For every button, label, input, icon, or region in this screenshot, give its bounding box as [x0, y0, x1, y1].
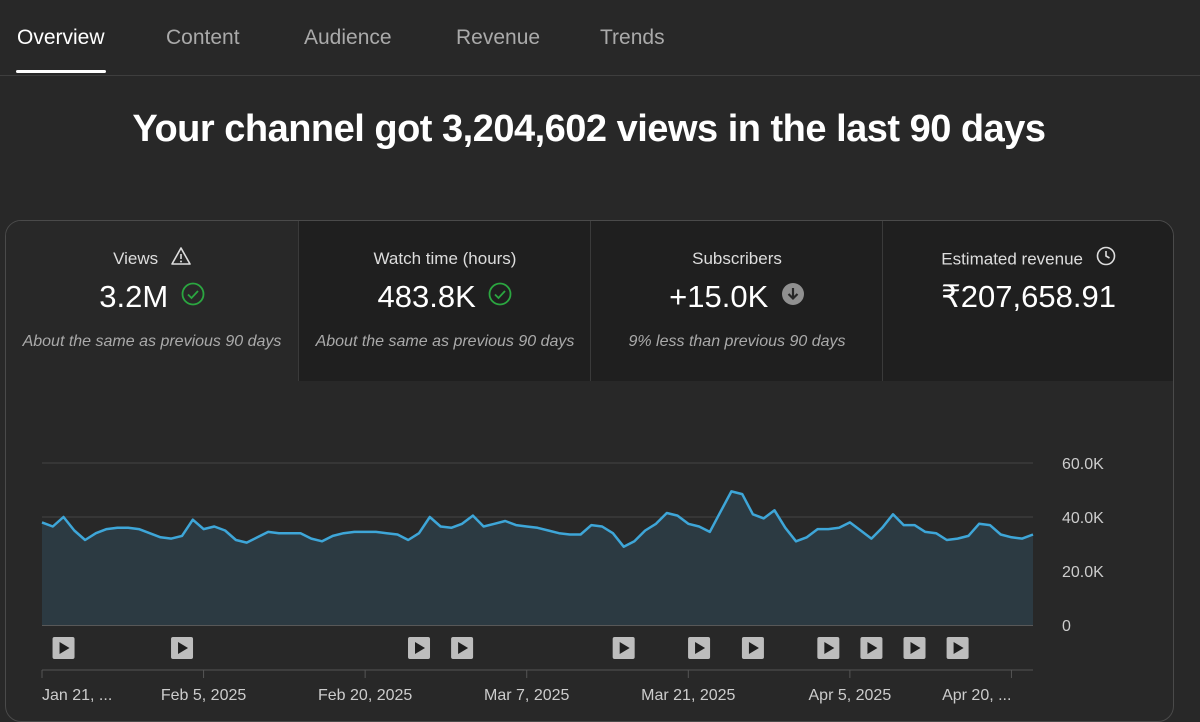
x-tick-label: Feb 5, 2025 — [161, 687, 247, 704]
tab-content[interactable]: Content — [166, 26, 240, 49]
video-markers — [52, 637, 969, 659]
x-tick-label: Apr 5, 2025 — [809, 687, 892, 704]
metric-tiles: Views 3.2M About the same as previous 90… — [6, 221, 1173, 381]
metric-revenue-label: Estimated revenue — [941, 249, 1083, 269]
video-marker-play-icon[interactable] — [741, 637, 764, 659]
views-chart: 0 20.0K 40.0K 60.0K Jan 21, ... Feb 5, 2025 F… — [41, 456, 1104, 704]
x-axis-labels: Jan 21, ... Feb 5, 2025 Feb 20, 2025 Mar 7,… — [41, 670, 1012, 704]
y-tick-label: 40.0K — [1062, 510, 1104, 527]
clock-icon[interactable] — [1096, 246, 1116, 271]
metric-subscribers[interactable]: Subscribers +15.0K 9% less than previous… — [590, 221, 883, 381]
video-marker-play-icon[interactable] — [451, 637, 474, 659]
video-marker-play-icon[interactable] — [688, 637, 711, 659]
video-marker-play-icon[interactable] — [946, 637, 969, 659]
metric-subscribers-value: +15.0K — [669, 279, 769, 314]
metric-views-label: Views — [113, 249, 159, 268]
metric-subscribers-comparison: 9% less than previous 90 days — [628, 333, 846, 350]
check-circle-icon — [181, 278, 205, 314]
arrow-down-circle-icon — [781, 278, 805, 314]
video-marker-play-icon[interactable] — [860, 637, 883, 659]
y-axis-labels: 0 20.0K 40.0K 60.0K — [1062, 456, 1104, 635]
tab-bar: Overview Content Audience Revenue Trends — [0, 0, 1200, 76]
chart-area-fill — [42, 491, 1033, 625]
metric-views-value: 3.2M — [99, 279, 169, 314]
video-marker-play-icon[interactable] — [817, 637, 840, 659]
chart-series-line — [41, 490, 1034, 548]
video-marker-play-icon[interactable] — [171, 637, 194, 659]
warning-icon[interactable] — [171, 246, 191, 270]
metric-subscribers-label: Subscribers — [692, 249, 782, 268]
tab-revenue[interactable]: Revenue — [456, 26, 541, 49]
metric-revenue-value: ₹207,658.91 — [941, 279, 1116, 314]
y-tick-label: 0 — [1062, 618, 1071, 635]
x-tick-label: Jan 21, ... — [42, 687, 112, 704]
metric-watch-time-comparison: About the same as previous 90 days — [315, 333, 575, 350]
metric-watch-time-label: Watch time (hours) — [373, 249, 517, 268]
x-tick-label: Mar 7, 2025 — [484, 687, 569, 704]
check-circle-icon — [488, 278, 512, 314]
tab-overview[interactable]: Overview — [17, 26, 105, 49]
analytics-card: Views 3.2M About the same as previous 90… — [5, 220, 1174, 722]
video-marker-play-icon[interactable] — [408, 637, 431, 659]
x-tick-label: Feb 20, 2025 — [318, 687, 412, 704]
active-tab-indicator — [16, 70, 106, 73]
metric-estimated-revenue[interactable]: Estimated revenue ₹207,658.91 — [882, 221, 1173, 381]
tab-audience[interactable]: Audience — [304, 26, 392, 49]
video-marker-play-icon[interactable] — [52, 637, 75, 659]
metric-watch-time-value: 483.8K — [377, 279, 476, 314]
video-marker-play-icon[interactable] — [612, 637, 635, 659]
metric-watch-time[interactable]: Watch time (hours) 483.8K About the same… — [298, 221, 591, 381]
page-headline: Your channel got 3,204,602 views in the … — [132, 108, 1046, 150]
tab-trends[interactable]: Trends — [600, 26, 665, 49]
y-tick-label: 60.0K — [1062, 456, 1104, 473]
x-tick-label: Mar 21, 2025 — [641, 687, 735, 704]
video-marker-play-icon[interactable] — [903, 637, 926, 659]
y-tick-label: 20.0K — [1062, 564, 1104, 581]
x-tick-label: Apr 20, ... — [942, 687, 1011, 704]
metric-views-comparison: About the same as previous 90 days — [22, 333, 282, 350]
metric-views[interactable]: Views 3.2M About the same as previous 90… — [6, 221, 298, 381]
